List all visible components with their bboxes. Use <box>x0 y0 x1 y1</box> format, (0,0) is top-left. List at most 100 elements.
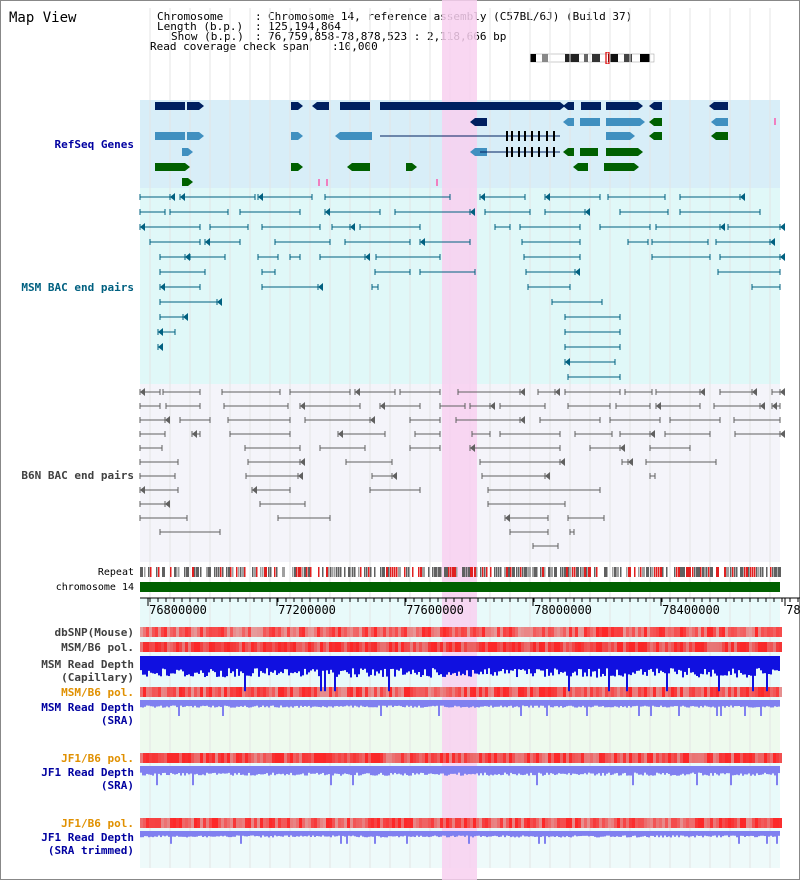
pol-heat-cell <box>329 627 332 637</box>
read-depth-bar <box>506 656 508 670</box>
pol-heat-cell <box>707 753 710 763</box>
repeat-element <box>616 567 619 577</box>
pol-heat-cell <box>197 627 200 637</box>
read-depth-bar <box>160 656 162 677</box>
pol-heat-cell <box>467 642 470 652</box>
b6n-bac-pairs[interactable] <box>139 388 785 549</box>
read-depth-bar <box>730 766 732 786</box>
read-depth-bar <box>174 700 176 706</box>
repeat-element <box>456 567 458 577</box>
repeat-element <box>432 567 434 577</box>
pol-heat-cell <box>356 642 359 652</box>
read-depth-bar <box>244 831 246 837</box>
pol-heat-cell <box>290 687 293 697</box>
pol-heat-cell <box>437 687 440 697</box>
read-depth-bar <box>402 656 404 675</box>
read-depth-bar <box>718 831 720 836</box>
read-depth-bar <box>278 766 280 774</box>
repeat-element <box>504 567 507 577</box>
read-depth-bar <box>496 766 498 775</box>
read-depth-bar <box>476 656 478 674</box>
pol-heat-cell <box>599 687 602 697</box>
pol-heat-cell <box>230 627 233 637</box>
read-depth-bar <box>330 831 332 838</box>
pol-heat-cell <box>590 642 593 652</box>
read-depth-bar <box>598 831 600 838</box>
read-depth-bar <box>774 700 776 707</box>
pol-heat-cell <box>263 753 266 763</box>
pol-heat-cell <box>500 818 503 828</box>
pol-heat-cell <box>524 818 527 828</box>
read-depth-bar <box>708 656 710 673</box>
read-depth-bar <box>332 656 334 673</box>
pol-heat-cell <box>503 642 506 652</box>
read-depth-bar <box>458 700 460 707</box>
read-depth-bar <box>458 656 460 672</box>
pol-heat-cell <box>341 627 344 637</box>
gene-direction-arrow <box>563 118 568 126</box>
pol-heat-cell <box>557 687 560 697</box>
read-depth-bar <box>256 700 258 706</box>
read-depth-bar <box>244 656 246 692</box>
pol-heat-cell <box>179 818 182 828</box>
read-depth-bar <box>418 766 420 775</box>
pol-heat-cell <box>170 687 173 697</box>
bac-end-arrow <box>656 402 661 410</box>
repeat-element <box>518 567 520 577</box>
read-depth-bar <box>722 766 724 774</box>
highlight-region[interactable] <box>442 0 477 880</box>
read-depth-bar <box>396 766 398 775</box>
repeat-element <box>218 567 220 577</box>
pol-heat-cell <box>353 753 356 763</box>
pol-heat-cell <box>746 753 749 763</box>
pol-heat-cell <box>221 818 224 828</box>
read-depth-bar <box>686 831 688 837</box>
chromosome-ideogram[interactable] <box>528 52 658 64</box>
read-depth-bar <box>302 831 304 837</box>
pol-heat-cell <box>242 753 245 763</box>
read-depth-bar <box>244 700 246 706</box>
pol-heat-cell <box>419 818 422 828</box>
gene-exon <box>155 163 185 171</box>
read-depth-bar <box>258 656 260 677</box>
msm-read-depth-capillary-sub: (Capillary) <box>61 671 134 684</box>
pol-heat-cell <box>536 753 539 763</box>
read-depth-bar <box>530 700 532 706</box>
read-depth-bar <box>358 656 360 675</box>
msm-bac-pairs[interactable] <box>139 193 785 380</box>
read-depth-bar <box>234 766 236 774</box>
read-depth-bar <box>142 656 144 675</box>
read-depth-bar <box>424 766 426 775</box>
repeat-element <box>214 567 216 577</box>
read-depth-bar <box>140 656 142 671</box>
read-depth-bar <box>608 831 610 836</box>
pol-heat-cell <box>698 753 701 763</box>
pol-heat-cell <box>755 818 758 828</box>
pol-heat-cell <box>650 687 653 697</box>
read-depth-bar <box>386 700 388 708</box>
read-depth-bar <box>286 766 288 775</box>
pol-heat-cell <box>464 687 467 697</box>
pol-heat-cell <box>467 687 470 697</box>
pol-heat-cell <box>590 818 593 828</box>
pol-heat-cell <box>671 818 674 828</box>
repeat-element <box>260 567 262 577</box>
read-depth-bar <box>202 766 204 775</box>
read-depth-bar <box>454 700 456 706</box>
read-depth-bar <box>172 700 174 706</box>
pol-heat-cell <box>701 818 704 828</box>
bac-end-arrow <box>700 388 705 396</box>
gene-direction-arrow <box>312 102 317 110</box>
pol-heat-cell <box>320 642 323 652</box>
pol-heat-cell <box>152 627 155 637</box>
pol-heat-cell <box>176 687 179 697</box>
read-depth-bar <box>352 700 354 708</box>
bac-end-arrow <box>545 193 550 201</box>
repeat-element <box>350 567 352 577</box>
msm-read-depth-sra-sub: (SRA) <box>100 714 134 727</box>
pol-heat-cell <box>386 627 389 637</box>
gene-exon-tick <box>553 147 555 157</box>
refseq-gene-features[interactable] <box>155 102 776 186</box>
pol-heat-cell <box>401 627 404 637</box>
